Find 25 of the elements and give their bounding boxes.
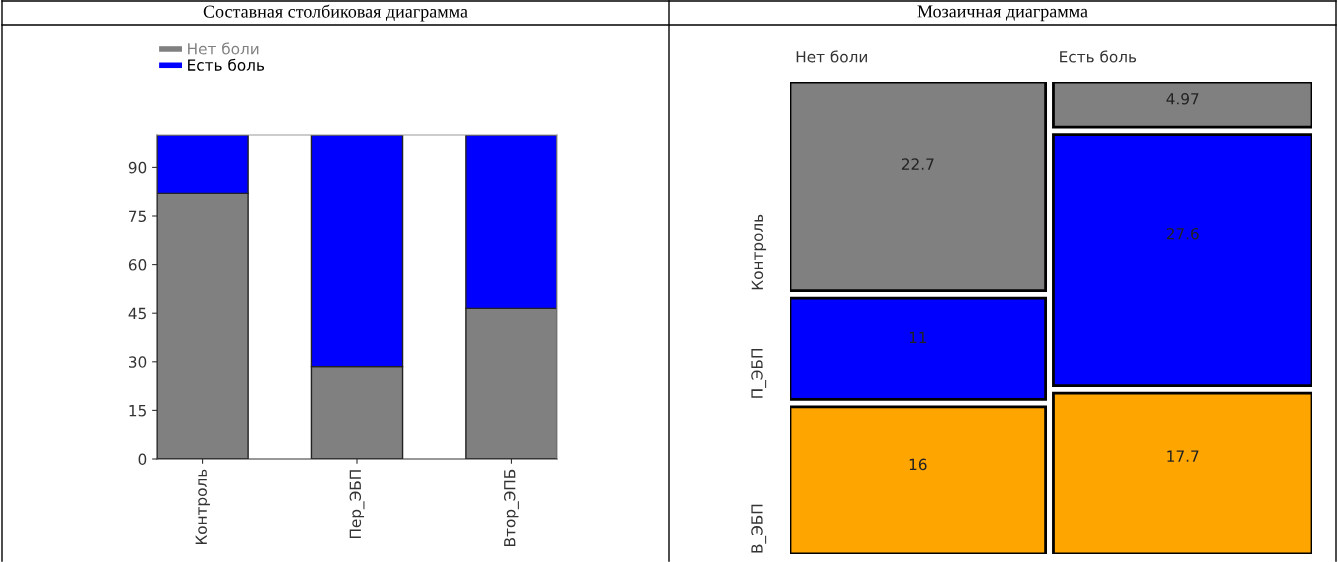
- x-tick-label: Контроль: [195, 469, 210, 545]
- y-tick-label: 75: [129, 210, 146, 223]
- category-label: Есть боль: [1060, 50, 1137, 63]
- chart-title: Составная столбиковая диаграмма: [203, 4, 468, 22]
- y-tick-label: 45: [128, 307, 146, 320]
- y-tick-label: 30: [129, 356, 147, 368]
- text: Мозаичная диаграмма: [917, 5, 1088, 22]
- data-label: 22.7: [901, 158, 934, 170]
- text: В_ЭБП: [751, 504, 767, 553]
- data-label: 4.97: [1166, 92, 1199, 105]
- y-tick-label: 90: [128, 161, 147, 174]
- data-label: 11: [909, 331, 927, 343]
- data-label: 17.7: [1167, 450, 1199, 462]
- x-tick-label: Втор_ЭПБ: [503, 469, 519, 546]
- y-tick-label: 15: [129, 405, 146, 417]
- legend-label: Есть боль: [188, 58, 265, 71]
- y-tick-label: 0: [138, 453, 147, 466]
- data-label: 27.6: [1166, 227, 1199, 240]
- text: Нет боли: [188, 42, 259, 55]
- text: Контроль: [751, 214, 767, 290]
- text: П_ЭБП: [751, 349, 767, 398]
- category-label: Нет боли: [796, 50, 867, 63]
- data-label: 16: [909, 458, 927, 471]
- y-tick-label: 60: [128, 259, 147, 271]
- x-tick-label: Пер_ЭБП: [349, 470, 365, 539]
